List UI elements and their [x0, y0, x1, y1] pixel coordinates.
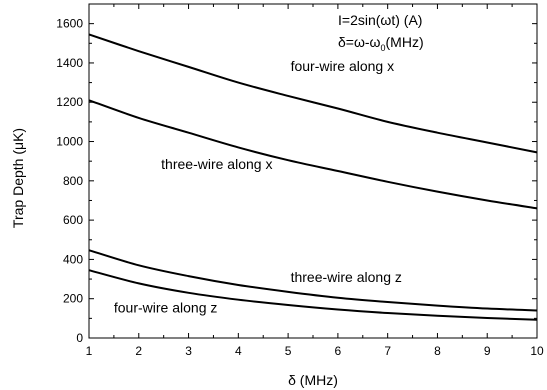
x-tick-label: 10 — [530, 344, 544, 358]
formula-current: I=2sin(ωt) (A) — [338, 12, 422, 28]
y-tick-label: 200 — [63, 292, 83, 306]
x-tick-label: 1 — [86, 344, 93, 358]
formula-detuning-prefix: δ=ω-ω — [338, 34, 381, 50]
series-line-three-wire-along-z — [88, 249, 538, 312]
x-tick-label: 8 — [434, 344, 441, 358]
y-tick-label: 600 — [63, 213, 83, 227]
formula-detuning: δ=ω-ω0(MHz) — [338, 34, 424, 53]
series-line-four-wire-along-x — [88, 33, 538, 154]
series-lines — [88, 33, 538, 321]
y-tick-label: 800 — [63, 174, 83, 188]
series-annotation: four-wire along z — [114, 299, 218, 315]
formula-detuning-suffix: (MHz) — [386, 34, 424, 50]
series-annotation: three-wire along x — [161, 156, 272, 172]
y-tick-label: 1200 — [56, 95, 83, 109]
x-tick-label: 4 — [235, 344, 242, 358]
y-tick-label: 1400 — [56, 56, 83, 70]
y-tick-label: 0 — [76, 331, 83, 345]
series-annotation: three-wire along z — [291, 269, 402, 285]
formula-detuning-sub: 0 — [381, 43, 386, 53]
x-tick-label: 2 — [135, 344, 142, 358]
series-line-three-wire-along-x — [88, 99, 538, 210]
y-tick-label: 400 — [63, 252, 83, 266]
annotations: four-wire along x three-wire along x three… — [114, 58, 402, 316]
x-tick-label: 6 — [335, 344, 342, 358]
x-tick-label: 5 — [285, 344, 292, 358]
y-axis-title: Trap Depth (μK) — [10, 128, 26, 228]
series-line-four-wire-along-z — [88, 269, 538, 321]
x-tick-label: 9 — [484, 344, 491, 358]
x-tick-label: 7 — [384, 344, 391, 358]
series-annotation: four-wire along x — [291, 58, 395, 74]
ticks: 1 2 3 4 5 6 7 8 9 10 0 200 400 600 800 1000 1200 1400 1600 — [56, 3, 544, 358]
x-axis-title: δ (MHz) — [288, 372, 338, 388]
y-tick-label: 1000 — [56, 135, 83, 149]
x-tick-label: 3 — [185, 344, 192, 358]
y-tick-label: 1600 — [56, 17, 83, 31]
